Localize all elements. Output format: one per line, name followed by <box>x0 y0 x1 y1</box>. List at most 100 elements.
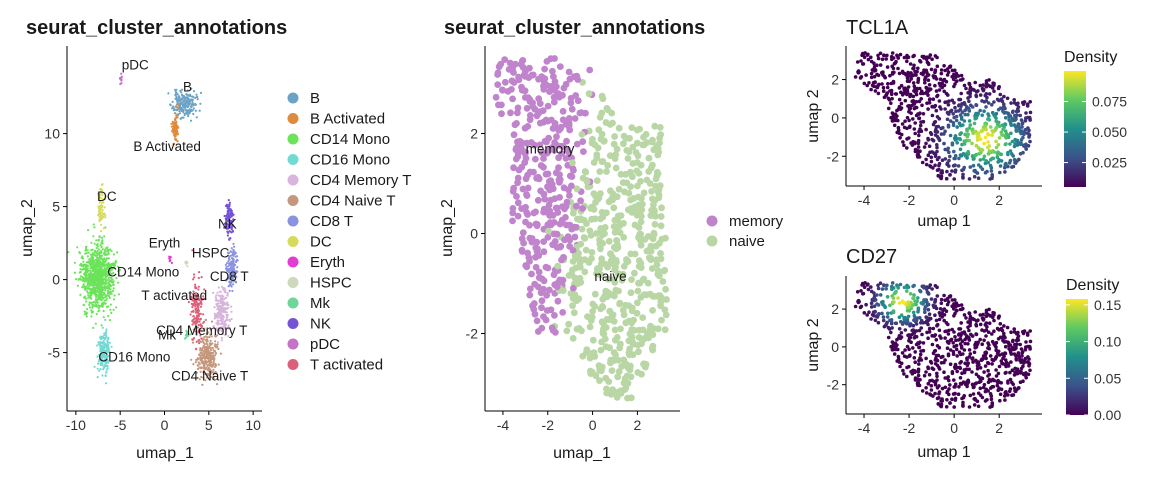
density-point <box>959 382 963 386</box>
cluster-point <box>86 252 88 254</box>
naive-point <box>587 355 594 362</box>
density-point <box>917 374 921 378</box>
cluster-point <box>189 100 191 102</box>
cluster-point <box>209 342 211 344</box>
cluster-point <box>83 304 85 306</box>
cluster-point <box>98 267 100 269</box>
cluster-point <box>97 243 99 245</box>
p1-y-tick-label: 5 <box>52 199 60 215</box>
naive-point <box>599 93 606 100</box>
p2-y-tick-label: 0 <box>470 226 478 242</box>
memory-point <box>541 79 548 86</box>
naive-point <box>627 183 634 190</box>
density-point <box>962 166 966 170</box>
naive-point <box>602 375 609 382</box>
density-point <box>859 59 863 63</box>
cluster-point <box>218 310 220 312</box>
colorbar-tick-label: 0.025 <box>1092 155 1127 171</box>
density-point <box>998 124 1002 128</box>
cluster-point <box>84 277 86 279</box>
density-point <box>970 370 974 374</box>
density-point <box>924 128 928 132</box>
cluster-point <box>90 249 92 251</box>
density-point <box>952 85 956 89</box>
legend-item-label: Eryth <box>310 254 345 271</box>
cluster-point <box>195 317 197 319</box>
memory-point <box>573 73 580 80</box>
memory-point <box>524 211 531 218</box>
density-point <box>944 157 948 161</box>
cluster-point <box>195 348 197 350</box>
density-point <box>901 93 905 97</box>
cluster-point <box>200 92 202 94</box>
density-point <box>955 354 959 358</box>
p2-x-tick-label: -2 <box>542 417 555 433</box>
density-point <box>951 370 955 374</box>
naive-point <box>596 362 603 369</box>
density-point <box>946 346 950 350</box>
naive-point <box>651 123 658 130</box>
cluster-point <box>226 262 228 264</box>
cluster-point <box>102 248 104 250</box>
cluster-point <box>220 299 222 301</box>
density-point <box>923 81 927 85</box>
naive-point <box>660 278 667 285</box>
density-point <box>999 393 1003 397</box>
cluster-point <box>104 319 106 321</box>
memory-point <box>567 222 574 229</box>
p1-y-tick-label: 0 <box>52 272 60 288</box>
legend-swatch <box>288 154 299 165</box>
density-point <box>945 405 949 409</box>
memory-point <box>545 103 552 110</box>
density-point <box>974 332 978 336</box>
density-point <box>963 368 967 372</box>
naive-point <box>613 287 620 294</box>
cluster-point <box>207 345 209 347</box>
memory-point <box>558 124 565 131</box>
cluster-point <box>98 205 100 207</box>
density-point <box>936 344 940 348</box>
cluster-point <box>98 288 100 290</box>
legend-item-label: B Activated <box>310 111 385 128</box>
density-point <box>942 142 946 146</box>
density-point <box>1011 339 1015 343</box>
cluster-point <box>192 99 194 101</box>
density-point <box>941 126 945 130</box>
density-point <box>874 69 878 73</box>
naive-point <box>583 247 590 254</box>
density-point <box>947 112 951 116</box>
cluster-point <box>103 259 105 261</box>
density-point <box>911 117 915 121</box>
density-point <box>1024 357 1028 361</box>
cluster-point <box>229 264 231 266</box>
density-point <box>901 351 905 355</box>
cluster-point <box>174 121 176 123</box>
density-point <box>975 95 979 99</box>
density-point <box>930 132 934 136</box>
density-point <box>998 399 1002 403</box>
panel3-title: TCL1A <box>846 17 909 39</box>
legend-swatch <box>288 113 299 124</box>
cluster-point <box>224 291 226 293</box>
cluster-point <box>87 288 89 290</box>
memory-point <box>534 318 541 325</box>
naive-point <box>595 126 602 133</box>
density-point <box>988 378 992 382</box>
cluster-point <box>227 211 229 213</box>
naive-point <box>635 152 642 159</box>
density-point <box>938 162 942 166</box>
density-point <box>975 90 979 94</box>
naive-point <box>623 147 630 154</box>
naive-point <box>657 302 664 309</box>
density-point <box>987 114 991 118</box>
naive-point <box>631 195 638 202</box>
cluster-point <box>199 103 201 105</box>
cluster-point <box>97 376 99 378</box>
cluster-point <box>101 264 103 266</box>
density-point <box>969 352 973 356</box>
density-point <box>998 365 1002 369</box>
naive-point <box>658 204 665 211</box>
cluster-point <box>231 290 233 292</box>
density-point <box>940 403 944 407</box>
